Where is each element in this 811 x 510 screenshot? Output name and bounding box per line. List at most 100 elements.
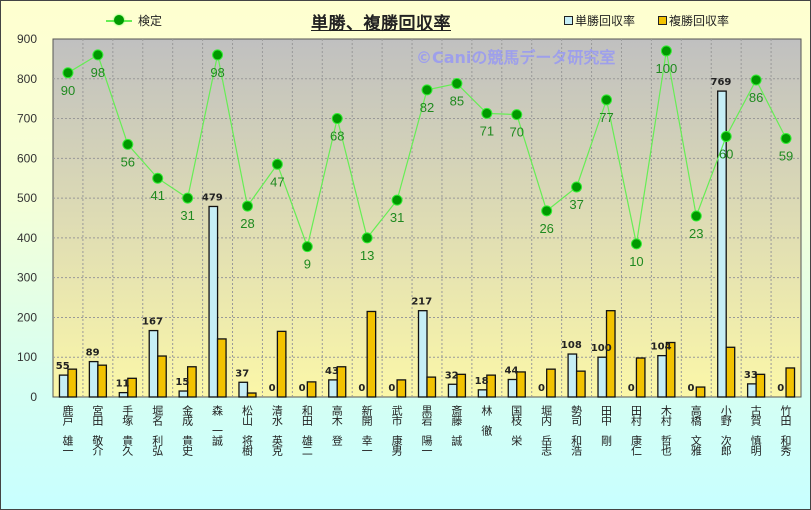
tansho-value-label: 37 bbox=[235, 368, 249, 379]
x-category-label: 田村 康仁 bbox=[629, 405, 643, 455]
tansho-value-label: 217 bbox=[411, 297, 432, 308]
tansho-value-label: 769 bbox=[711, 77, 732, 88]
tansho-value-label: 0 bbox=[358, 383, 365, 394]
tansho-value-label: 167 bbox=[142, 317, 163, 328]
legend-tansho-label: 単勝回収率 bbox=[575, 14, 636, 28]
kentei-value-label: 71 bbox=[480, 123, 494, 138]
kentei-point bbox=[92, 49, 104, 61]
x-category-label: 堀名 利弘 bbox=[150, 405, 164, 455]
legend-line: 検定 bbox=[106, 12, 162, 29]
x-category-label: 森 一誠 bbox=[210, 405, 224, 445]
kentei-value-label: 13 bbox=[360, 248, 374, 263]
x-category-label: 金成 貴史 bbox=[180, 405, 194, 455]
kentei-point bbox=[421, 84, 433, 96]
kentei-value-label: 82 bbox=[420, 100, 434, 115]
kentei-point bbox=[62, 67, 74, 79]
fukusho-bar bbox=[366, 310, 377, 398]
kentei-point bbox=[780, 132, 792, 144]
tansho-bar bbox=[447, 383, 458, 398]
legend-tansho: 単勝回収率 bbox=[564, 12, 635, 29]
kentei-point bbox=[690, 210, 702, 222]
tansho-value-label: 0 bbox=[269, 383, 276, 394]
kentei-value-label: 37 bbox=[569, 197, 583, 212]
kentei-value-label: 28 bbox=[240, 216, 254, 231]
tansho-value-label: 44 bbox=[505, 365, 519, 376]
kentei-value-label: 70 bbox=[510, 125, 524, 140]
x-category-label: 堀内 岳志 bbox=[539, 405, 553, 455]
y-tick-label: 300 bbox=[17, 271, 37, 285]
tansho-bar bbox=[208, 205, 219, 398]
kentei-value-label: 98 bbox=[210, 65, 224, 80]
fukusho-bar bbox=[157, 355, 167, 398]
tansho-bar bbox=[417, 310, 428, 398]
fukusho-bar bbox=[306, 381, 317, 398]
kentei-value-label: 68 bbox=[330, 129, 344, 144]
x-category-label: 小野 次郎 bbox=[719, 405, 733, 455]
fukusho-bar bbox=[97, 364, 108, 398]
kentei-point bbox=[451, 78, 463, 90]
tansho-bar bbox=[148, 329, 159, 398]
tansho-bar bbox=[657, 354, 668, 398]
tansho-value-label: 33 bbox=[744, 370, 758, 381]
tansho-value-label: 104 bbox=[651, 342, 672, 353]
fukusho-bar bbox=[755, 373, 766, 398]
kentei-point bbox=[122, 138, 134, 150]
kentei-point bbox=[301, 241, 313, 253]
x-category-label: 和田 雄二 bbox=[300, 405, 314, 455]
x-category-label: 古賀 慎明 bbox=[749, 405, 763, 455]
x-category-label: 国枝 栄 bbox=[509, 405, 523, 445]
fukusho-bar bbox=[665, 341, 676, 398]
tansho-value-label: 0 bbox=[299, 383, 306, 394]
kentei-point bbox=[660, 45, 672, 57]
watermark: ©Caniの競馬データ研究室 bbox=[416, 48, 616, 67]
line-marker-icon bbox=[106, 14, 132, 25]
fukusho-bar bbox=[127, 377, 137, 398]
x-category-label: 松山 将樹 bbox=[240, 405, 254, 455]
kentei-point bbox=[750, 74, 762, 86]
y-tick-label: 0 bbox=[30, 390, 37, 404]
x-category-label: 田中 剛 bbox=[599, 405, 613, 445]
tansho-value-label: 0 bbox=[628, 383, 635, 394]
fukusho-bar bbox=[516, 371, 526, 398]
x-category-label: 新開 幸一 bbox=[360, 405, 374, 455]
kentei-point bbox=[481, 107, 493, 119]
x-category-label: 武市 康男 bbox=[390, 405, 404, 455]
fukusho-bar bbox=[725, 346, 736, 398]
fukusho-bar bbox=[575, 370, 586, 398]
x-category-label: 黒岩 陽一 bbox=[420, 405, 433, 455]
kentei-value-label: 47 bbox=[270, 174, 284, 189]
y-tick-label: 700 bbox=[17, 112, 37, 126]
kentei-value-label: 41 bbox=[150, 188, 164, 203]
tansho-value-label: 18 bbox=[475, 376, 489, 387]
kentei-point bbox=[331, 113, 343, 125]
kentei-point bbox=[241, 200, 253, 212]
kentei-value-label: 98 bbox=[91, 65, 105, 80]
tansho-bar bbox=[58, 374, 69, 398]
fukusho-bar bbox=[635, 357, 646, 398]
kentei-value-label: 31 bbox=[390, 210, 404, 225]
tansho-bar bbox=[717, 90, 727, 398]
y-tick-label: 600 bbox=[17, 151, 37, 165]
kentei-point bbox=[571, 181, 583, 193]
tansho-swatch-icon bbox=[564, 16, 573, 25]
kentei-value-label: 9 bbox=[304, 257, 311, 272]
kentei-value-label: 23 bbox=[689, 226, 703, 241]
tansho-value-label: 479 bbox=[202, 192, 223, 203]
legend-fukusho-label: 複勝回収率 bbox=[669, 14, 730, 28]
tansho-value-label: 32 bbox=[445, 370, 459, 381]
tansho-value-label: 0 bbox=[538, 383, 545, 394]
x-category-label: 清水 英克 bbox=[270, 405, 284, 455]
chart-title: 単勝、複勝回収率 bbox=[311, 14, 451, 34]
tansho-bar bbox=[567, 353, 578, 398]
legend-fukusho: 複勝回収率 bbox=[658, 12, 729, 29]
x-category-label: 高木 登 bbox=[330, 405, 344, 445]
x-category-label: 手塚 貴久 bbox=[120, 405, 134, 455]
kentei-point bbox=[720, 130, 732, 142]
tansho-value-label: 15 bbox=[175, 377, 189, 388]
x-category-label: 高橋 文雅 bbox=[689, 405, 703, 455]
tansho-value-label: 55 bbox=[56, 361, 70, 372]
tansho-bar bbox=[507, 378, 518, 398]
fukusho-bar bbox=[695, 386, 706, 398]
